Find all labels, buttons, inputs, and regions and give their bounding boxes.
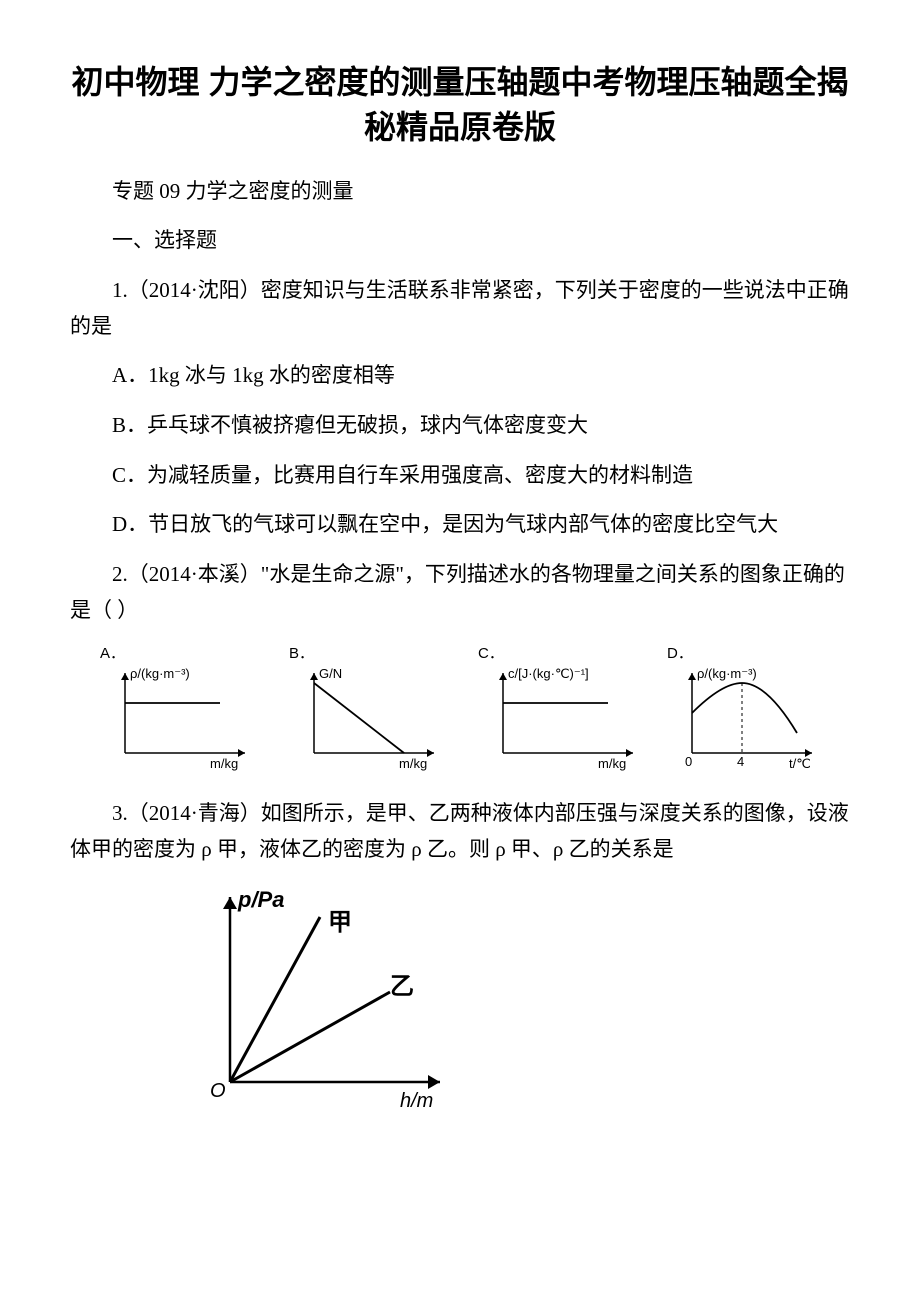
section-heading: 一、选择题	[70, 223, 850, 259]
q2-label-c: C．	[478, 642, 504, 663]
q2-graph-c: C． c/[J·(kg·℃)⁻¹] m/kg	[478, 642, 661, 778]
graph-d-xtick: 4	[737, 754, 744, 769]
q3-stem: 3.（2014·青海）如图所示，是甲、乙两种液体内部压强与深度关系的图像，设液体…	[70, 796, 850, 867]
q3-graph: p/Pa 甲 乙 O h/m	[190, 882, 850, 1127]
q1-opt-b: B．乒乓球不慎被挤瘪但无破损，球内气体密度变大	[70, 408, 850, 444]
graph-q3-svg: p/Pa 甲 乙 O h/m	[190, 882, 470, 1122]
graph-d-ylabel: ρ/(kg·m⁻³)	[697, 666, 757, 681]
q2-graph-b: B． G/N m/kg	[289, 642, 472, 778]
graph-a-xlabel: m/kg	[210, 756, 238, 771]
graph-d-svg: ρ/(kg·m⁻³) 0 4 t/℃	[667, 663, 822, 773]
graph-c-xlabel: m/kg	[598, 756, 626, 771]
q2-graph-a: A． ρ/(kg·m⁻³) m/kg	[100, 642, 283, 778]
svg-text:0: 0	[685, 754, 692, 769]
q2-stem: 2.（2014·本溪）"水是生命之源"，下列描述水的各物理量之间关系的图象正确的…	[70, 557, 850, 628]
q1-stem: 1.（2014·沈阳）密度知识与生活联系非常紧密，下列关于密度的一些说法中正确的…	[70, 273, 850, 344]
q1-opt-a: A．1kg 冰与 1kg 水的密度相等	[70, 358, 850, 394]
graph-a-ylabel: ρ/(kg·m⁻³)	[130, 666, 190, 681]
q2-graphs-row: A． ρ/(kg·m⁻³) m/kg B． G/N m/kg C．	[100, 642, 850, 778]
graph-d-xlabel: t/℃	[789, 756, 811, 771]
graph-a-svg: ρ/(kg·m⁻³) m/kg	[100, 663, 255, 773]
graph-q3-origin: O	[210, 1080, 226, 1102]
subtitle: 专题 09 力学之密度的测量	[70, 174, 850, 210]
q2-label-b: B．	[289, 642, 314, 663]
q2-label-a: A．	[100, 642, 125, 663]
graph-b-xlabel: m/kg	[399, 756, 427, 771]
graph-c-svg: c/[J·(kg·℃)⁻¹] m/kg	[478, 663, 648, 773]
graph-c-ylabel: c/[J·(kg·℃)⁻¹]	[508, 666, 589, 681]
graph-q3-xlabel: h/m	[400, 1090, 433, 1112]
q1-opt-d: D．节日放飞的气球可以飘在空中，是因为气球内部气体的密度比空气大	[70, 507, 850, 543]
graph-q3-ylabel: p/Pa	[237, 887, 284, 912]
graph-q3-line2: 乙	[390, 974, 414, 1000]
q1-opt-c: C．为减轻质量，比赛用自行车采用强度高、密度大的材料制造	[70, 458, 850, 494]
graph-q3-line1: 甲	[328, 910, 352, 936]
graph-b-svg: G/N m/kg	[289, 663, 444, 773]
graph-b-ylabel: G/N	[319, 666, 342, 681]
q2-graph-d: D． ρ/(kg·m⁻³) 0 4 t/℃	[667, 642, 850, 778]
q2-label-d: D．	[667, 642, 693, 663]
page-title: 初中物理 力学之密度的测量压轴题中考物理压轴题全揭秘精品原卷版	[70, 60, 850, 150]
